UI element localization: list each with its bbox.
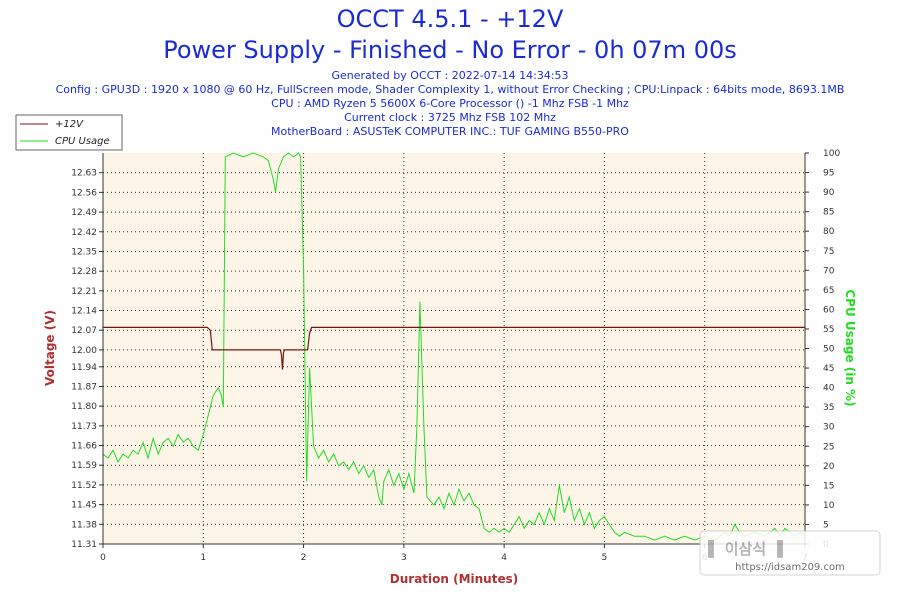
y-right-tick-label: 70: [823, 266, 835, 276]
y-right-tick-label: 80: [823, 227, 835, 237]
y-right-tick-label: 5: [823, 520, 829, 530]
plot-area: [103, 153, 805, 544]
series-line-voltage: [103, 326, 805, 370]
y-right-tick-label: 65: [823, 286, 834, 296]
y-right-tick-label: 75: [823, 247, 834, 257]
y-left-tick-label: 11.52: [71, 481, 97, 491]
legend-box: [15, 114, 123, 151]
y-left-tick-label: 11.66: [71, 442, 97, 452]
x-tick-label: 1: [200, 553, 206, 563]
series-line-cpu-usage: [102, 152, 806, 541]
y-left-tick-label: 12.07: [71, 326, 97, 336]
x-tick-label: 4: [501, 553, 507, 563]
y-left-tick-label: 11.73: [71, 422, 97, 432]
y-right-tick-label: 40: [823, 384, 835, 394]
y-right-tick-label: 45: [823, 364, 834, 374]
y-left-tick-label: 11.31: [71, 540, 97, 550]
y-left-tick-label: 12.56: [71, 188, 97, 198]
x-tick-label: 2: [301, 553, 307, 563]
y-right-tick-label: 100: [823, 149, 840, 159]
y-left-tick-label: 12.49: [71, 208, 97, 218]
y-axis-left-label: Voltage (V): [43, 310, 57, 386]
y-right-tick-label: 10: [823, 501, 835, 511]
y-left-tick-label: 11.87: [71, 382, 97, 392]
cpu-info: CPU : AMD Ryzen 5 5600X 6-Core Processor…: [271, 97, 629, 110]
legend: +12V CPU Usage: [15, 114, 123, 151]
y-right-tick-label: 20: [823, 462, 835, 472]
y-axis-right-label: CPU Usage (in %): [843, 289, 857, 406]
config-info: Config : GPU3D : 1920 x 1080 @ 60 Hz, Fu…: [55, 83, 845, 96]
generated-info: Generated by OCCT : 2022-07-14 14:34:53: [331, 69, 569, 82]
y-right-tick-label: 95: [823, 169, 834, 179]
x-tick-label: 5: [602, 553, 608, 563]
y-left-tick-label: 12.63: [71, 169, 97, 179]
y-left-tick-label: 11.80: [71, 402, 97, 412]
watermark-url: https://idsam209.com: [735, 562, 845, 573]
y-left-tick-label: 12.21: [71, 287, 97, 297]
x-tick-label: 0: [100, 553, 106, 563]
y-left-tick-label: 11.59: [71, 461, 97, 471]
series-layer: [102, 152, 806, 541]
legend-voltage-label: +12V: [55, 119, 84, 130]
watermark-badge: [699, 530, 881, 576]
y-right-tick-label: 90: [823, 188, 835, 198]
x-axis-label: Duration (Minutes): [390, 572, 518, 586]
watermark: ▌ 이삼식 ▐ https://idsam209.com: [699, 530, 881, 576]
y-left-tick-label: 12.00: [71, 346, 97, 356]
y-right-tick-label: 50: [823, 345, 835, 355]
clock-info: Current clock : 3725 Mhz FSB 102 Mhz: [344, 111, 556, 124]
motherboard-info: MotherBoard : ASUSTeK COMPUTER INC.: TUF…: [271, 125, 629, 138]
y-right-tick-label: 60: [823, 305, 835, 315]
y-left-tick-label: 12.14: [71, 307, 97, 317]
y-left-tick-label: 12.42: [71, 228, 97, 238]
x-tick-label: 3: [401, 553, 407, 563]
watermark-logo: ▌ 이삼식 ▐: [707, 539, 783, 558]
y-right-tick-label: 30: [823, 423, 835, 433]
y-left-tick-label: 11.38: [71, 520, 97, 530]
y-left-tick-label: 12.28: [71, 267, 97, 277]
y-right-tick-label: 15: [823, 481, 834, 491]
chart-title: OCCT 4.5.1 - +12V: [336, 5, 564, 33]
ticks-layer: 0123456711.3111.3811.4511.5211.5911.6611…: [71, 149, 840, 563]
legend-cpu-label: CPU Usage: [55, 136, 110, 147]
y-left-tick-label: 12.35: [71, 247, 97, 257]
y-right-tick-label: 35: [823, 403, 834, 413]
y-left-tick-label: 11.45: [71, 501, 97, 511]
y-right-tick-label: 55: [823, 325, 834, 335]
y-right-tick-label: 85: [823, 208, 834, 218]
y-left-tick-label: 11.94: [71, 363, 97, 373]
chart-subtitle: Power Supply - Finished - No Error - 0h …: [163, 36, 737, 64]
y-right-tick-label: 25: [823, 442, 834, 452]
